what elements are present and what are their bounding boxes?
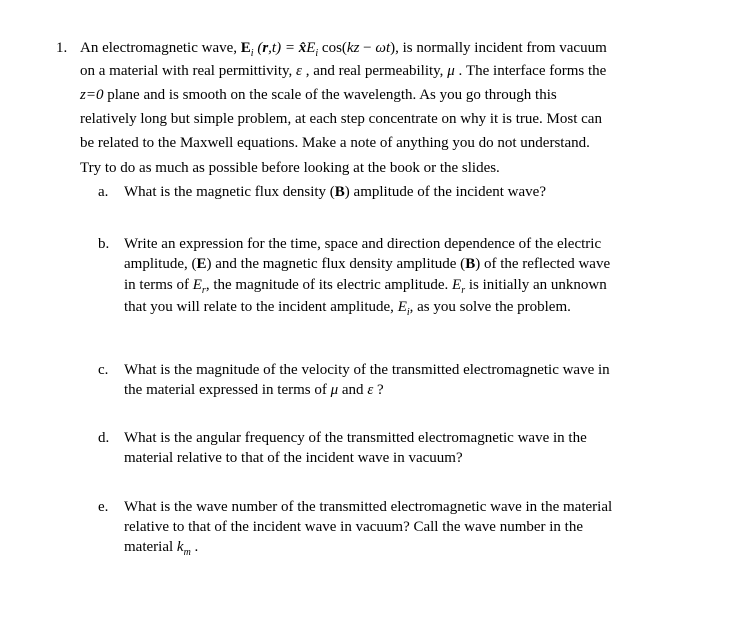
- intro-text-1b: , is normally incident from vacuum: [395, 40, 607, 56]
- subpart-letter-c: c.: [98, 360, 108, 380]
- subpart-e-line3: material km .: [124, 537, 686, 560]
- subpart-c: c. What is the magnitude of the velocity…: [124, 360, 686, 401]
- symbol-Er: E: [193, 277, 202, 293]
- subpart-e: e. What is the wave number of the transm…: [124, 497, 686, 560]
- intro-text-3: plane and is smooth on the scale of the …: [103, 87, 556, 103]
- b-line3-pre: in terms of: [124, 277, 193, 293]
- subpart-d-line1: What is the angular frequency of the tra…: [124, 428, 686, 448]
- intro-text-2b: , and real permeability,: [302, 63, 447, 79]
- subpart-d: d. What is the angular frequency of the …: [124, 428, 686, 469]
- e-line3-pre: material: [124, 539, 177, 555]
- problem-container: 1.An electromagnetic wave, Ei (r,t) = x̂…: [56, 38, 686, 560]
- b-line4-post: , as you solve the problem.: [410, 299, 571, 315]
- subpart-b: b. Write an expression for the time, spa…: [124, 234, 686, 320]
- symbol-km: k: [177, 539, 184, 555]
- subpart-b-line2: amplitude, (E) and the magnetic flux den…: [124, 254, 686, 274]
- problem-intro: 1.An electromagnetic wave, Ei (r,t) = x̂…: [56, 38, 686, 178]
- subpart-a-text: What is the magnetic flux density (B) am…: [124, 184, 546, 200]
- subpart-d-line2: material relative to that of the inciden…: [124, 448, 686, 468]
- b-line4-pre: that you will relate to the incident amp…: [124, 299, 398, 315]
- subpart-letter-d: d.: [98, 428, 109, 448]
- symbol-km-sub: m: [184, 547, 191, 558]
- c-line2-pre: the material expressed in terms of: [124, 382, 331, 398]
- symbol-Er2: E: [452, 277, 461, 293]
- b-line3-mid: , the magnitude of its electric amplitud…: [206, 277, 452, 293]
- eq-cos: cos(kz − ωt): [318, 40, 395, 56]
- subpart-e-line1: What is the wave number of the transmitt…: [124, 497, 686, 517]
- b-line3-post: is initially an unknown: [465, 277, 607, 293]
- subpart-a: a. What is the magnetic flux density (B)…: [124, 182, 686, 202]
- symbol-E: E: [241, 40, 251, 56]
- subpart-b-line1: Write an expression for the time, space …: [124, 234, 686, 254]
- subpart-letter-e: e.: [98, 497, 108, 517]
- e-line3-post: .: [191, 539, 199, 555]
- intro-text-2a: on a material with real permittivity,: [80, 63, 296, 79]
- eq-args: (r,t) = x̂E: [254, 40, 316, 56]
- subpart-letter-b: b.: [98, 234, 109, 254]
- intro-line-2: on a material with real permittivity, ε …: [80, 61, 686, 81]
- symbol-mu: μ: [447, 63, 455, 79]
- intro-line-4: relatively long but simple problem, at e…: [80, 109, 686, 129]
- subpart-e-line2: relative to that of the incident wave in…: [124, 517, 686, 537]
- symbol-Ei: E: [398, 299, 407, 315]
- symbol-mu-c: μ: [331, 382, 339, 398]
- problem-number: 1.: [56, 38, 80, 58]
- intro-text-1: An electromagnetic wave,: [80, 40, 241, 56]
- c-line2-post: ?: [373, 382, 383, 398]
- intro-text-2c: . The interface forms the: [455, 63, 607, 79]
- intro-line-6: Try to do as much as possible before loo…: [80, 158, 686, 178]
- symbol-z0: z=0: [80, 87, 103, 103]
- subpart-b-line4: that you will relate to the incident amp…: [124, 297, 686, 320]
- intro-line-3: z=0 plane and is smooth on the scale of …: [80, 85, 686, 105]
- subpart-b-line3: in terms of Er, the magnitude of its ele…: [124, 275, 686, 298]
- intro-line-5: be related to the Maxwell equations. Mak…: [80, 133, 686, 153]
- subpart-c-line1: What is the magnitude of the velocity of…: [124, 360, 686, 380]
- c-line2-mid: and: [338, 382, 367, 398]
- subpart-c-line2: the material expressed in terms of μ and…: [124, 380, 686, 400]
- subpart-letter-a: a.: [98, 182, 108, 202]
